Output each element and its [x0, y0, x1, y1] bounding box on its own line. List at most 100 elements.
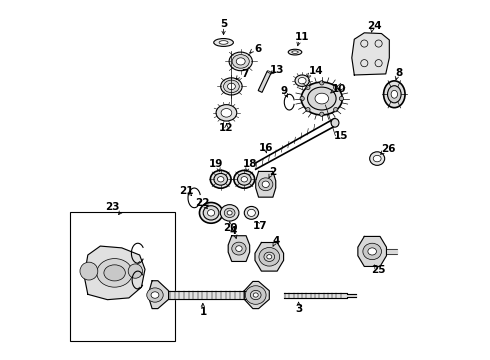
Ellipse shape — [315, 93, 329, 104]
Polygon shape — [245, 282, 270, 309]
Ellipse shape — [236, 246, 242, 251]
Polygon shape — [255, 243, 284, 271]
Polygon shape — [228, 236, 249, 261]
Ellipse shape — [223, 80, 239, 93]
Ellipse shape — [224, 208, 235, 217]
Ellipse shape — [221, 109, 232, 117]
Ellipse shape — [236, 58, 245, 65]
Ellipse shape — [216, 105, 237, 121]
Ellipse shape — [247, 209, 255, 216]
Ellipse shape — [288, 49, 302, 55]
Text: 3: 3 — [295, 303, 303, 314]
Ellipse shape — [262, 181, 270, 188]
Ellipse shape — [363, 243, 381, 260]
Circle shape — [306, 108, 310, 112]
Polygon shape — [84, 246, 145, 300]
Ellipse shape — [241, 177, 247, 182]
Text: 2: 2 — [269, 167, 276, 177]
Ellipse shape — [250, 291, 261, 300]
Circle shape — [128, 264, 143, 278]
Ellipse shape — [220, 78, 242, 95]
Ellipse shape — [373, 156, 381, 162]
Ellipse shape — [210, 170, 231, 188]
Polygon shape — [387, 249, 397, 253]
Circle shape — [80, 262, 98, 280]
Text: 20: 20 — [223, 223, 238, 233]
Ellipse shape — [214, 39, 233, 46]
Ellipse shape — [292, 51, 298, 53]
Ellipse shape — [368, 248, 376, 255]
Ellipse shape — [253, 293, 258, 297]
Text: 14: 14 — [309, 66, 324, 76]
Ellipse shape — [214, 174, 227, 185]
Text: 8: 8 — [396, 68, 403, 78]
Ellipse shape — [301, 82, 343, 115]
Ellipse shape — [369, 152, 385, 165]
Ellipse shape — [220, 204, 239, 221]
Ellipse shape — [384, 81, 405, 108]
Ellipse shape — [218, 177, 224, 182]
Polygon shape — [358, 237, 387, 266]
Ellipse shape — [104, 265, 125, 281]
Polygon shape — [284, 293, 347, 298]
Text: 16: 16 — [259, 143, 274, 153]
Circle shape — [334, 85, 338, 90]
Ellipse shape — [203, 206, 219, 220]
FancyArrowPatch shape — [92, 253, 137, 289]
Text: 26: 26 — [381, 144, 395, 154]
Polygon shape — [258, 71, 271, 93]
Text: 25: 25 — [371, 265, 386, 275]
Text: 18: 18 — [243, 159, 257, 169]
Text: 19: 19 — [209, 159, 223, 169]
Polygon shape — [347, 294, 356, 297]
Polygon shape — [168, 291, 252, 299]
Text: 10: 10 — [331, 84, 346, 94]
Ellipse shape — [259, 248, 280, 266]
Circle shape — [339, 96, 343, 101]
Ellipse shape — [238, 174, 251, 185]
Circle shape — [300, 96, 304, 101]
Text: 15: 15 — [334, 131, 349, 141]
Ellipse shape — [207, 210, 215, 216]
Polygon shape — [149, 281, 169, 309]
Text: 4: 4 — [273, 236, 280, 246]
Ellipse shape — [295, 75, 309, 86]
Text: 1: 1 — [200, 307, 208, 317]
Text: 7: 7 — [241, 68, 249, 78]
Ellipse shape — [97, 258, 132, 287]
Ellipse shape — [227, 83, 235, 90]
Ellipse shape — [267, 255, 272, 259]
Polygon shape — [249, 293, 255, 297]
Text: 24: 24 — [367, 21, 382, 31]
Text: 11: 11 — [295, 32, 309, 42]
Text: 6: 6 — [254, 44, 261, 54]
Ellipse shape — [227, 211, 232, 215]
Ellipse shape — [199, 203, 222, 223]
Ellipse shape — [388, 86, 401, 103]
Circle shape — [319, 112, 324, 116]
Ellipse shape — [267, 71, 271, 73]
Ellipse shape — [264, 252, 275, 261]
Circle shape — [334, 108, 338, 112]
Text: 17: 17 — [253, 221, 268, 231]
Polygon shape — [352, 33, 390, 75]
Ellipse shape — [219, 41, 228, 44]
Text: 23: 23 — [105, 202, 120, 212]
Text: 13: 13 — [270, 65, 285, 75]
Ellipse shape — [298, 77, 306, 84]
Ellipse shape — [232, 55, 249, 68]
Polygon shape — [256, 171, 276, 197]
Ellipse shape — [151, 292, 159, 298]
Text: 5: 5 — [220, 19, 227, 29]
Ellipse shape — [232, 242, 246, 255]
Text: 9: 9 — [280, 86, 287, 96]
Text: 22: 22 — [195, 198, 210, 208]
Text: 12: 12 — [219, 123, 234, 133]
Ellipse shape — [391, 90, 397, 98]
Ellipse shape — [331, 118, 339, 127]
Ellipse shape — [229, 52, 252, 71]
Ellipse shape — [245, 286, 266, 304]
Ellipse shape — [234, 170, 255, 188]
Circle shape — [306, 85, 310, 90]
Ellipse shape — [259, 178, 273, 191]
